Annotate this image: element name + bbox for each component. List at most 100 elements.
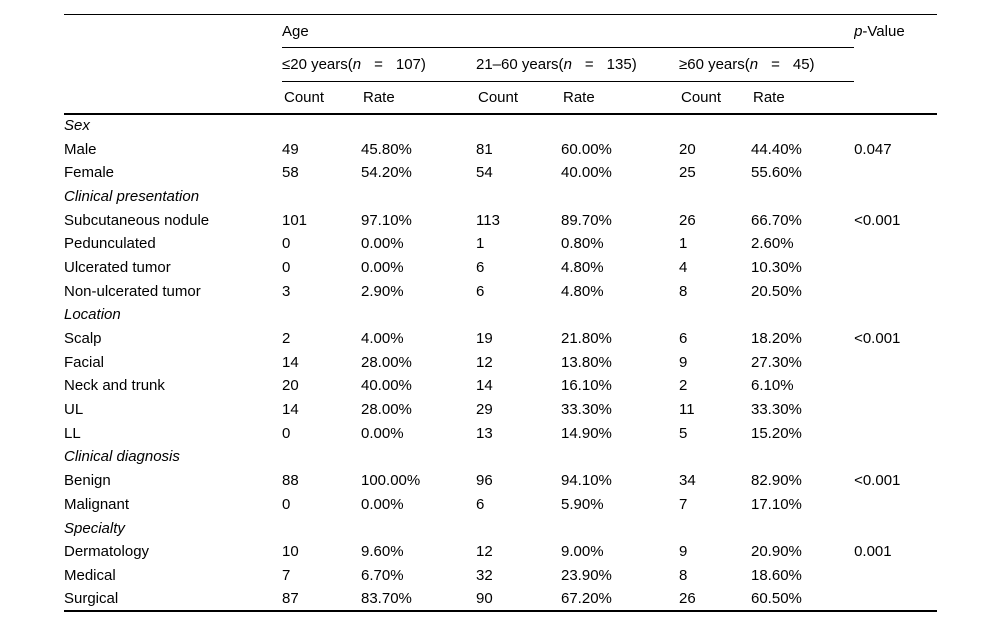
row-label: Dermatology (64, 543, 150, 561)
count-cell: 19 (476, 330, 493, 348)
empty-corner-cell (64, 15, 282, 48)
rate-cell: 6.70% (361, 566, 404, 584)
rate-cell: 45.80% (361, 140, 412, 158)
rate-cell: 82.90% (751, 472, 802, 490)
empty-label-cell (64, 81, 282, 115)
count-cell: 6 (476, 258, 485, 276)
p-value-cell (854, 493, 937, 517)
count-cell: 6 (476, 495, 485, 513)
p-value-header-rest: -Value (862, 22, 905, 40)
row-label: Female (64, 164, 115, 182)
count-cell: 26 (679, 590, 696, 608)
section-title: Location (64, 306, 121, 324)
group-prefix: ≥60 years( (679, 56, 750, 73)
row-label: Medical (64, 566, 116, 584)
count-cell: 5 (679, 424, 688, 442)
data-row: Surgical 87 83.70% 90 67.20% 26 60.50% (64, 587, 937, 611)
rate-cell: 44.40% (751, 140, 802, 158)
rate-cell: 9.00% (561, 543, 604, 561)
rate-cell: 10.30% (751, 258, 802, 276)
row-label: Pedunculated (64, 235, 156, 253)
equals-sign: = (584, 56, 594, 73)
data-row: Medical 7 6.70% 32 23.90% 8 18.60% (64, 564, 937, 588)
count-cell: 0 (282, 258, 291, 276)
p-value-header-italic: p (854, 22, 863, 40)
section-header-row: Clinical diagnosis (64, 445, 937, 469)
rate-cell: 2.90% (361, 282, 404, 300)
count-cell: 58 (282, 164, 299, 182)
count-cell: 8 (679, 282, 688, 300)
rate-cell: 14.90% (561, 424, 612, 442)
rate-cell: 6.10% (751, 377, 794, 395)
equals-sign: = (374, 56, 383, 73)
data-row: Scalp 2 4.00% 19 21.80% 6 18.20% <0.001 (64, 327, 937, 351)
rate-cell: 23.90% (561, 566, 612, 584)
rate-cell: 4.80% (561, 282, 604, 300)
section-title: Specialty (64, 519, 125, 537)
p-value-cell (854, 374, 937, 398)
count-cell: 1 (679, 235, 688, 253)
rate-cell: 33.30% (751, 401, 802, 419)
count-cell: 3 (282, 282, 291, 300)
p-value-cell (854, 256, 937, 280)
rate-cell: 40.00% (361, 377, 412, 395)
section-title: Sex (64, 117, 90, 135)
group-prefix: 21–60 years( (476, 56, 564, 73)
rate-cell: 94.10% (561, 472, 612, 490)
rate-cell: 28.00% (361, 401, 412, 419)
section-header-row: Clinical presentation (64, 185, 937, 209)
p-value-header: p-Value (854, 15, 937, 48)
group-n-value: 135) (606, 56, 637, 73)
rate-cell: 100.00% (361, 472, 421, 490)
count-cell: 101 (282, 211, 308, 229)
rate-cell: 0.00% (361, 495, 404, 513)
data-row: Subcutaneous nodule 101 97.10% 113 89.70% 26 6… (64, 208, 937, 232)
rate-cell: 97.10% (361, 211, 412, 229)
count-cell: 90 (476, 590, 493, 608)
rate-header-3: Rate (751, 81, 855, 115)
empty-label-cell (64, 48, 282, 82)
count-cell: 12 (476, 543, 493, 561)
rate-cell: 0.00% (361, 258, 404, 276)
rate-cell: 0.00% (361, 424, 404, 442)
section-header-row: Specialty (64, 516, 937, 540)
row-label: Neck and trunk (64, 377, 165, 395)
rate-cell: 89.70% (561, 211, 612, 229)
p-value-cell (854, 232, 937, 256)
rate-header-1: Rate (361, 81, 476, 115)
count-header-3: Count (679, 81, 751, 115)
p-value-cell (854, 421, 937, 445)
data-row: LL 0 0.00% 13 14.90% 5 15.20% (64, 421, 937, 445)
equals-sign: = (771, 56, 780, 73)
rate-cell: 2.60% (751, 235, 794, 253)
count-cell: 13 (476, 424, 493, 442)
count-cell: 88 (282, 472, 299, 490)
rate-cell: 55.60% (751, 164, 802, 182)
rate-cell: 18.20% (751, 330, 802, 348)
rate-cell: 0.80% (561, 235, 604, 253)
rate-cell: 18.60% (751, 566, 802, 584)
rate-cell: 13.80% (561, 353, 612, 371)
rate-cell: 5.90% (561, 495, 604, 513)
n-symbol: n (749, 56, 759, 73)
count-cell: 11 (679, 401, 695, 419)
rate-cell: 17.10% (751, 495, 802, 513)
group-header-row: ≤20 years(n = 107) 21–60 years(n = 135) ≥60 … (64, 47, 937, 82)
rate-cell: 54.20% (361, 164, 412, 182)
row-label: Male (64, 140, 97, 158)
p-value-cell: 0.047 (854, 140, 892, 158)
rate-cell: 60.00% (561, 140, 612, 158)
count-cell: 7 (679, 495, 688, 513)
data-row: UL 14 28.00% 29 33.30% 11 33.30% (64, 398, 937, 422)
count-header-2: Count (476, 81, 561, 115)
count-cell: 6 (476, 282, 485, 300)
data-row: Female 58 54.20% 54 40.00% 25 55.60% (64, 161, 937, 185)
count-cell: 4 (679, 258, 688, 276)
stats-table: Age p-Value ≤20 years(n = 107) 21–60 years… (64, 14, 938, 612)
rate-cell: 40.00% (561, 164, 612, 182)
p-value-cell (854, 350, 937, 374)
count-cell: 9 (679, 543, 688, 561)
p-value-cell: 0.001 (854, 543, 892, 561)
data-row: Ulcerated tumor 0 0.00% 6 4.80% 4 10.30% (64, 256, 937, 280)
age-header-row: Age p-Value (64, 14, 937, 48)
